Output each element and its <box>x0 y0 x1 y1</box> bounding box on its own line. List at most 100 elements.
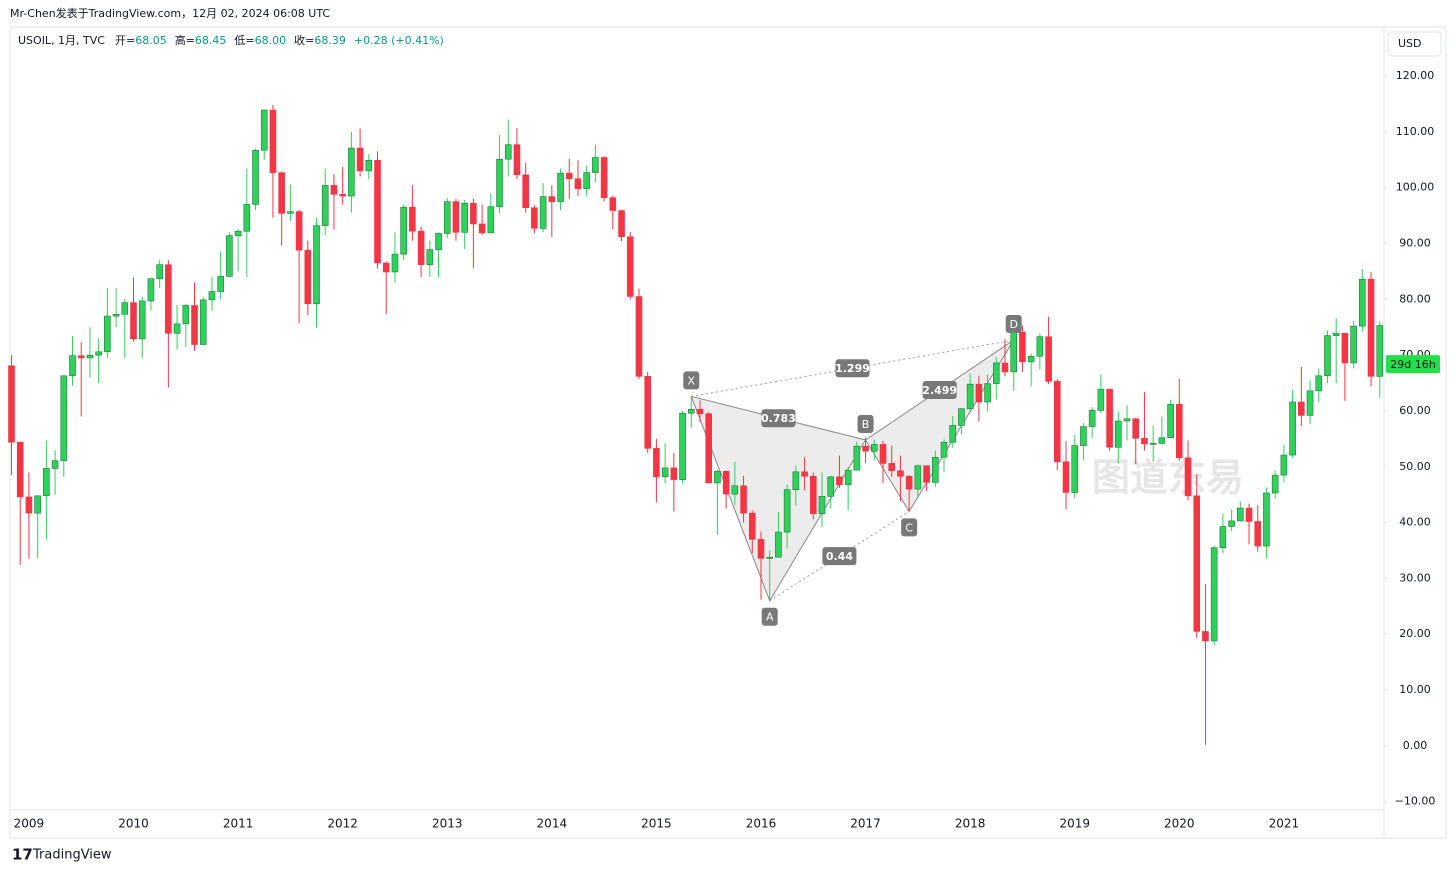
candle-body <box>792 471 800 490</box>
candle-body <box>958 408 965 426</box>
candle-body <box>531 207 538 229</box>
candle-body <box>417 230 425 265</box>
candle-body <box>1315 375 1323 392</box>
candle-body <box>670 467 678 480</box>
legend-value: 68.45 <box>195 34 227 47</box>
x-tick-label: 2020 <box>1164 817 1195 831</box>
candle-body <box>1306 390 1314 416</box>
footer: TradingView <box>32 848 112 863</box>
point-label: D <box>1009 318 1017 331</box>
candle-body <box>565 172 573 180</box>
candle-body <box>112 314 120 317</box>
candle-body <box>8 365 15 443</box>
legend-label: 开= <box>115 34 135 47</box>
candle-body <box>217 276 224 292</box>
candle-body <box>1202 631 1209 642</box>
legend-value: 68.39 <box>314 34 346 47</box>
candle-body <box>783 489 791 533</box>
candle-body <box>1141 438 1148 445</box>
y-tick-label: 100.00 <box>1396 181 1435 194</box>
candle-body <box>43 468 50 497</box>
x-tick-label: 2015 <box>641 817 672 831</box>
point-label: B <box>862 418 870 431</box>
candle-body <box>653 448 660 478</box>
legend-label: 收= <box>294 33 314 47</box>
candle-body <box>618 210 625 238</box>
candle-body <box>557 172 564 202</box>
candle-body <box>748 512 756 540</box>
candle-body <box>147 278 155 302</box>
candle-body <box>1088 410 1096 427</box>
candle-body <box>827 476 835 497</box>
candle-body <box>1254 521 1262 547</box>
legend-label: 高= <box>175 33 195 47</box>
candle-body <box>775 531 782 558</box>
symbol: USOIL, 1月, TVC <box>18 34 105 47</box>
candle-body <box>740 485 747 514</box>
candle-body <box>374 160 381 264</box>
x-tick-label: 2010 <box>118 817 149 831</box>
price-tag <box>1386 355 1440 374</box>
candle-body <box>661 467 669 478</box>
candle-body <box>722 470 730 495</box>
candle-body <box>679 412 686 480</box>
candle-body <box>330 185 338 195</box>
y-tick-label: 30.00 <box>1399 571 1431 584</box>
candle-body <box>1298 401 1305 416</box>
candle-body <box>191 305 198 345</box>
candle-body <box>1158 437 1166 444</box>
candle-body <box>77 355 85 359</box>
currency-button[interactable] <box>1387 31 1442 57</box>
candle-body <box>879 444 887 464</box>
candle-body <box>321 185 329 226</box>
candle-body <box>1324 335 1331 377</box>
y-tick-label: 60.00 <box>1399 404 1431 417</box>
candle-body <box>452 201 460 233</box>
candle-body <box>1228 520 1235 527</box>
candle-body <box>644 376 651 449</box>
candle-body <box>513 144 521 176</box>
candle-body <box>992 362 1000 384</box>
candle-body <box>356 147 364 172</box>
candle-body <box>705 413 713 484</box>
x-tick-label: 2013 <box>432 817 463 831</box>
candle-body <box>443 201 451 234</box>
candle-body <box>687 408 695 414</box>
y-tick-label: 90.00 <box>1399 236 1431 249</box>
candle-body <box>940 441 948 458</box>
candle-body <box>1001 362 1009 373</box>
candle-body <box>504 144 512 160</box>
candle-body <box>1367 278 1375 377</box>
candle-body <box>1045 336 1052 382</box>
footer-logo: 𝟭𝟳 <box>12 846 33 864</box>
y-tick-label: 50.00 <box>1399 460 1431 473</box>
candle-body <box>243 204 251 232</box>
legend-label: 低= <box>234 34 254 47</box>
candle-body <box>905 475 913 490</box>
candle-body <box>496 158 503 207</box>
candle-body <box>173 323 181 334</box>
candle-body <box>1132 418 1140 439</box>
candle-body <box>86 354 94 359</box>
ratio-box <box>835 359 870 378</box>
candle-body <box>966 383 974 410</box>
candle-body <box>269 109 277 173</box>
candle-body <box>400 206 407 255</box>
candle-body <box>95 351 102 356</box>
candle-body <box>295 211 303 251</box>
candle-body <box>1376 325 1384 377</box>
candle-body <box>1359 278 1366 327</box>
candle-body <box>234 230 242 236</box>
candle-body <box>339 194 346 197</box>
candle-body <box>609 197 617 211</box>
candle-body <box>121 302 129 315</box>
candle-body <box>391 253 399 273</box>
candle-body <box>470 202 477 225</box>
byline: Mr-Chen发表于TradingView.com，12月 02, 2024 0… <box>10 6 330 20</box>
candle-body <box>1054 381 1061 463</box>
candle-body <box>1106 388 1113 448</box>
point-box <box>683 371 700 390</box>
candle-body <box>435 233 442 250</box>
x-tick-label: 2011 <box>223 817 254 831</box>
candle-body <box>809 475 817 514</box>
